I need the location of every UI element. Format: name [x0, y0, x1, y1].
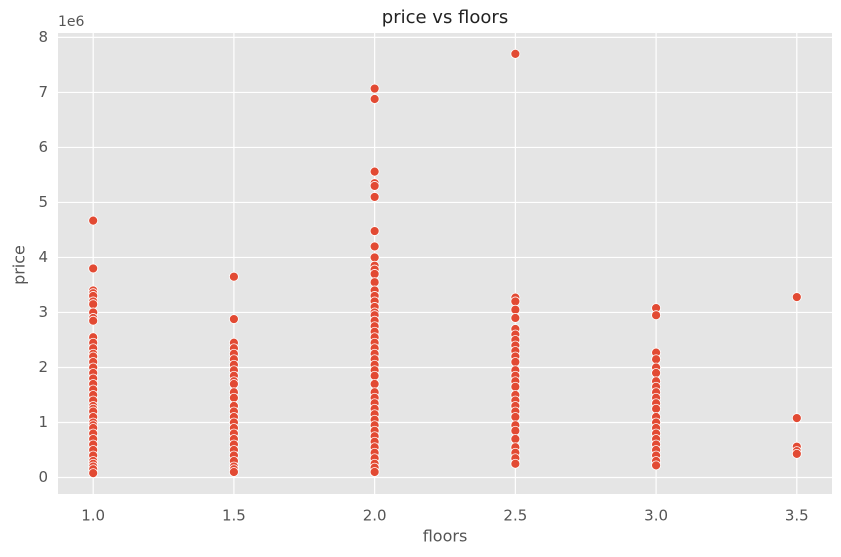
- x-tick-label: 2.0: [363, 507, 387, 525]
- point: [369, 269, 380, 279]
- y-tick-label: 5: [38, 193, 48, 211]
- point: [369, 94, 380, 104]
- point: [229, 467, 239, 477]
- plot-area: [58, 33, 832, 494]
- point: [651, 460, 661, 471]
- y-tick-label: 3: [38, 303, 48, 321]
- point: [651, 310, 661, 321]
- point: [510, 434, 521, 444]
- y-tick-label: 6: [38, 138, 48, 156]
- point: [369, 277, 380, 288]
- y-offset-text: 1e6: [58, 14, 85, 30]
- point: [791, 292, 802, 302]
- point: [369, 181, 380, 191]
- y-tick-label: 1: [38, 413, 48, 431]
- point: [229, 379, 239, 389]
- y-tick-label: 2: [38, 358, 48, 376]
- x-tick-label: 1.0: [81, 507, 105, 525]
- point: [791, 413, 802, 423]
- chart-title: price vs floors: [382, 7, 508, 28]
- point: [510, 458, 521, 469]
- x-axis-label: floors: [423, 527, 468, 546]
- x-tick-label: 2.5: [503, 507, 527, 525]
- y-tick-label: 0: [38, 468, 48, 486]
- point: [229, 314, 239, 324]
- point: [88, 315, 99, 326]
- point: [510, 296, 521, 307]
- point: [88, 299, 99, 310]
- point: [510, 313, 521, 323]
- y-tick-label: 4: [38, 248, 48, 266]
- point: [651, 354, 661, 365]
- point: [510, 381, 521, 392]
- point: [88, 215, 99, 226]
- point: [369, 379, 380, 389]
- point: [651, 368, 661, 378]
- point: [369, 226, 380, 236]
- point: [369, 467, 380, 477]
- x-tick-label: 3.5: [785, 507, 809, 525]
- y-tick-label: 8: [38, 28, 48, 46]
- point: [369, 370, 380, 381]
- point: [510, 304, 521, 315]
- point: [88, 263, 99, 274]
- x-tick-label: 1.5: [222, 507, 246, 525]
- point: [229, 271, 239, 282]
- point: [651, 403, 661, 414]
- point: [791, 448, 802, 459]
- point: [229, 392, 239, 403]
- point: [510, 357, 521, 367]
- point: [88, 468, 99, 478]
- point: [369, 166, 380, 177]
- point: [369, 241, 380, 252]
- point: [510, 412, 521, 422]
- point: [369, 192, 380, 202]
- y-axis-label: price: [10, 245, 29, 285]
- point: [369, 252, 380, 263]
- point: [510, 425, 521, 436]
- point: [510, 49, 521, 59]
- point: [369, 83, 380, 94]
- x-tick-label: 3.0: [644, 507, 668, 525]
- y-tick-label: 7: [38, 83, 48, 101]
